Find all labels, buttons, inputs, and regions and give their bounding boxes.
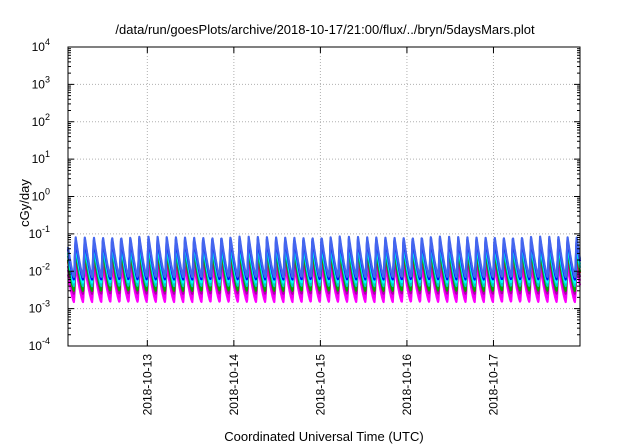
y-tick-label: 100 <box>32 187 50 204</box>
x-tick-label: 2018-10-14 <box>227 354 241 416</box>
y-axis-label: cGy/day <box>17 179 32 227</box>
x-tick-label: 2018-10-17 <box>486 354 500 416</box>
y-tick-label: 102 <box>32 112 50 129</box>
chart-title: /data/run/goesPlots/archive/2018-10-17/2… <box>115 22 535 37</box>
x-tick-label: 2018-10-16 <box>400 354 414 416</box>
series-line <box>66 235 582 279</box>
x-tick-label: 2018-10-15 <box>313 354 327 416</box>
y-axis: 10-4 10-3 10-2 10-1 100 101 102 103 104 <box>29 37 580 353</box>
x-axis-label: Coordinated Universal Time (UTC) <box>224 429 423 444</box>
y-tick-label: 103 <box>32 74 50 91</box>
y-tick-label: 10-1 <box>29 224 50 241</box>
x-tick-label: 2018-10-13 <box>140 354 154 416</box>
y-tick-label: 10-4 <box>29 336 50 353</box>
y-tick-label: 10-2 <box>29 261 50 278</box>
y-tick-label: 104 <box>32 37 50 54</box>
y-tick-label: 101 <box>32 149 50 166</box>
y-tick-label: 10-3 <box>29 299 50 316</box>
x-axis: 2018-10-13 2018-10-14 2018-10-15 2018-10-16… <box>140 47 500 415</box>
data-series <box>66 235 582 304</box>
